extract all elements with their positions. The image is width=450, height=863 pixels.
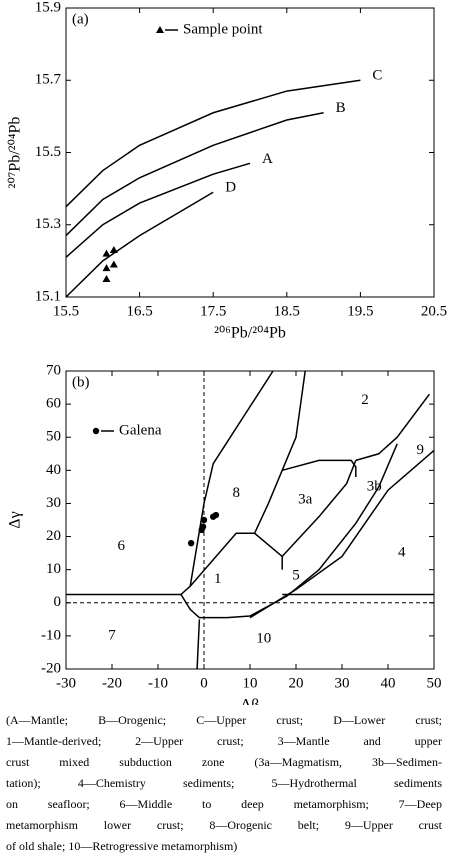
region-label: 9 bbox=[416, 442, 424, 458]
y-tick-label: 40 bbox=[46, 462, 61, 478]
region-label: 3a bbox=[298, 492, 313, 508]
curve-label: D bbox=[225, 180, 236, 196]
curve-label: B bbox=[336, 100, 346, 116]
legend-marker bbox=[92, 427, 100, 435]
curve bbox=[65, 79, 361, 208]
curve bbox=[226, 443, 398, 619]
region-label: 8 bbox=[232, 485, 240, 501]
caption-line: of old shale; 10—Retrogressive metamorph… bbox=[6, 839, 238, 853]
marker bbox=[109, 260, 118, 268]
y-tick-label: 15.3 bbox=[35, 216, 61, 232]
curve bbox=[189, 370, 274, 587]
x-tick-label: 15.5 bbox=[53, 303, 79, 319]
marker bbox=[102, 249, 111, 257]
curve bbox=[249, 449, 435, 619]
marker bbox=[102, 264, 111, 272]
plot-frame bbox=[65, 370, 435, 670]
curve bbox=[281, 460, 357, 557]
x-tick-label: 20 bbox=[289, 675, 304, 691]
plot-frame bbox=[65, 7, 435, 298]
legend-label: Galena bbox=[119, 422, 162, 438]
x-tick-label: 30 bbox=[335, 675, 350, 691]
region-label: 2 bbox=[361, 392, 369, 408]
x-tick-label: 17.5 bbox=[200, 303, 226, 319]
y-tick-label: 50 bbox=[46, 429, 61, 445]
region-label: 1 bbox=[214, 571, 222, 587]
caption-line: 1—Mantle-derived; 2—Upper crust; 3—Mantl… bbox=[6, 734, 442, 748]
curve bbox=[180, 532, 283, 596]
y-tick-label: 10 bbox=[46, 561, 61, 577]
marker bbox=[102, 274, 111, 282]
y-tick-label: -20 bbox=[41, 660, 61, 676]
x-tick-label: 40 bbox=[381, 675, 396, 691]
caption-line: metamorphism lower crust; 8—Orogenic bel… bbox=[6, 818, 442, 832]
caption-line: on seafloor; 6—Middle to deep metamorphi… bbox=[6, 797, 442, 811]
x-tick-label: 18.5 bbox=[274, 303, 300, 319]
region-label: 5 bbox=[292, 568, 300, 584]
curve-label: C bbox=[372, 68, 382, 84]
curve-label: A bbox=[262, 151, 273, 167]
caption: (A—Mantle; B—Orogenic; C—Upper crust; D—… bbox=[6, 710, 442, 857]
chart-title: (b) bbox=[72, 374, 90, 390]
marker bbox=[212, 511, 220, 519]
x-axis-label: ²⁰⁶Pb/²⁰⁴Pb bbox=[214, 325, 286, 342]
curve bbox=[253, 370, 306, 534]
marker bbox=[200, 516, 208, 524]
figure: 15.5 16.5 17.5 18.5 19.5 20.5 15.1 15.3 15.5 15.7… bbox=[7, 0, 447, 705]
y-tick-label: 15.7 bbox=[35, 72, 62, 88]
y-tick-label: 60 bbox=[46, 396, 61, 412]
legend-label: Sample point bbox=[183, 21, 263, 37]
marker bbox=[187, 539, 195, 547]
y-tick-label: 30 bbox=[46, 495, 61, 511]
y-tick-label: 15.9 bbox=[35, 0, 61, 15]
curve bbox=[282, 459, 357, 477]
x-tick-label: -10 bbox=[148, 675, 168, 691]
region-label: 6 bbox=[117, 538, 125, 554]
x-tick-label: -30 bbox=[56, 675, 76, 691]
caption-line: crust mixed subduction zone (3a—Magmatis… bbox=[6, 755, 442, 769]
x-tick-label: 20.5 bbox=[421, 303, 447, 319]
y-tick-label: 20 bbox=[46, 528, 61, 544]
x-tick-label: 16.5 bbox=[126, 303, 152, 319]
region-label: 10 bbox=[256, 631, 271, 647]
region-label: 3b bbox=[367, 478, 382, 494]
y-tick-label: 15.5 bbox=[35, 144, 61, 160]
curve bbox=[65, 191, 214, 298]
curve bbox=[180, 594, 227, 619]
y-tick-label: 0 bbox=[54, 594, 62, 610]
x-tick-label: -20 bbox=[102, 675, 122, 691]
x-tick-label: 19.5 bbox=[347, 303, 373, 319]
caption-line: tation); 4—Chemistry sediments; 5—Hydrot… bbox=[6, 776, 442, 790]
curve bbox=[196, 619, 201, 670]
marker bbox=[109, 246, 118, 254]
y-tick-label: 70 bbox=[46, 362, 61, 378]
curve bbox=[65, 112, 324, 237]
x-tick-label: 50 bbox=[427, 675, 442, 691]
curve bbox=[65, 162, 251, 258]
marker bbox=[199, 523, 207, 530]
x-tick-label: 10 bbox=[243, 675, 258, 691]
y-axis-label: Δγ bbox=[7, 511, 24, 528]
region-label: 7 bbox=[108, 627, 116, 643]
chart-title: (a) bbox=[72, 11, 89, 27]
y-axis-label: ²⁰⁷Pb/²⁰⁴Pb bbox=[7, 117, 24, 189]
x-tick-label: 0 bbox=[200, 675, 208, 691]
curve bbox=[355, 393, 431, 462]
x-axis-label: Δβ bbox=[241, 697, 259, 705]
y-tick-label: -10 bbox=[41, 627, 61, 643]
caption-line: (A—Mantle; B—Orogenic; C—Upper crust; D—… bbox=[6, 713, 442, 727]
region-label: 4 bbox=[398, 545, 406, 561]
legend-marker bbox=[156, 26, 164, 33]
y-tick-label: 15.1 bbox=[35, 288, 61, 304]
